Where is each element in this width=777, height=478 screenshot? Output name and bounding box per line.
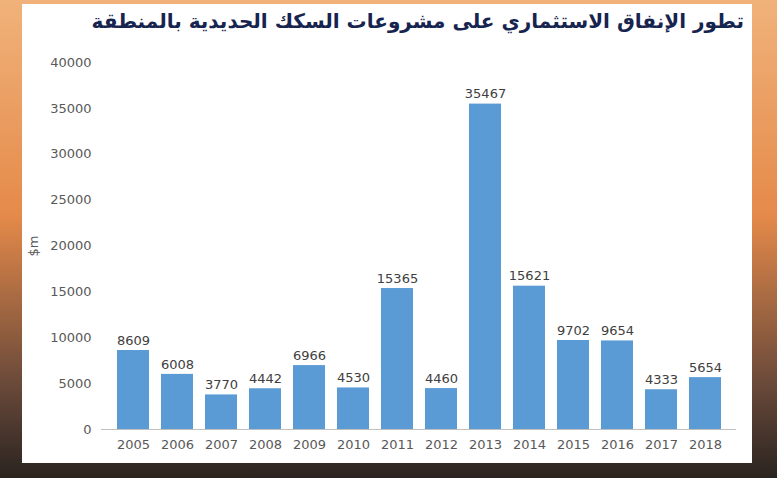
svg-text:2018: 2018 — [689, 437, 722, 452]
html-text:تطور الإنفاق الاستثماري على مش: تطور الإنفاق الاستثماري على مشروعات السك… — [91, 9, 744, 33]
svg-text:2016: 2016 — [601, 437, 634, 452]
svg-text:15365: 15365 — [377, 271, 418, 286]
svg-text:4442: 4442 — [249, 371, 282, 386]
svg-text:0: 0 — [83, 422, 91, 437]
svg-text:4530: 4530 — [337, 370, 370, 385]
svg-text:2010: 2010 — [337, 437, 370, 452]
svg-text:9702: 9702 — [557, 323, 590, 338]
svg-text:5000: 5000 — [58, 376, 91, 391]
svg-text:2015: 2015 — [557, 437, 590, 452]
svg-text:9654: 9654 — [601, 323, 634, 338]
svg-text:2008: 2008 — [249, 437, 282, 452]
svg-text:$m: $m — [26, 236, 41, 257]
svg-text:6966: 6966 — [293, 348, 326, 363]
svg-text:35467: 35467 — [465, 86, 506, 101]
svg-text:4460: 4460 — [425, 371, 458, 386]
svg-text:10000: 10000 — [50, 330, 91, 345]
svg-text:2014: 2014 — [513, 437, 546, 452]
svg-text:3770: 3770 — [205, 377, 238, 392]
svg-text:15000: 15000 — [50, 284, 91, 299]
svg-text:15621: 15621 — [509, 268, 550, 283]
svg-text:8609: 8609 — [117, 333, 150, 348]
svg-text:30000: 30000 — [50, 146, 91, 161]
svg-text:40000: 40000 — [50, 55, 91, 70]
svg-text:2012: 2012 — [425, 437, 458, 452]
svg-text:2013: 2013 — [469, 437, 502, 452]
svg-text:2006: 2006 — [161, 437, 194, 452]
svg-text:25000: 25000 — [50, 192, 91, 207]
svg-text:2005: 2005 — [117, 437, 150, 452]
svg-text:2009: 2009 — [293, 437, 326, 452]
svg-text:5654: 5654 — [689, 360, 722, 375]
svg-text:2011: 2011 — [381, 437, 414, 452]
svg-text:6008: 6008 — [161, 357, 194, 372]
svg-text:20000: 20000 — [50, 238, 91, 253]
svg-text:2007: 2007 — [205, 437, 238, 452]
svg-text:35000: 35000 — [50, 101, 91, 116]
svg-text:2017: 2017 — [645, 437, 678, 452]
svg-text:4333: 4333 — [645, 372, 678, 387]
